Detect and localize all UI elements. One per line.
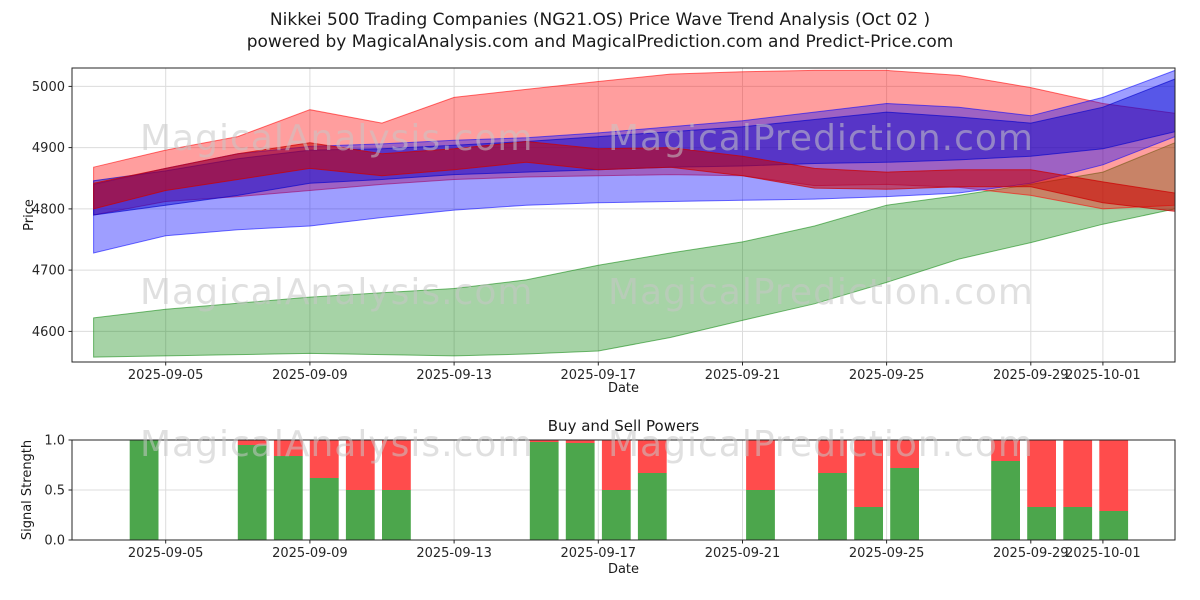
power-chart-title: Buy and Sell Powers [547, 417, 700, 435]
sell-bar [854, 440, 883, 507]
buy-bar [345, 490, 375, 540]
x-tick-label: 2025-09-29 [993, 546, 1069, 561]
power-y-axis-label: Signal Strength [20, 439, 35, 541]
buy-bar [890, 468, 919, 540]
sell-bar [637, 440, 667, 473]
price-x-axis-label: Date [607, 381, 640, 396]
x-tick-label: 2025-09-09 [272, 368, 348, 383]
sell-bar [746, 440, 775, 490]
x-tick-label: 2025-10-01 [1065, 368, 1141, 383]
buy-bar [1099, 511, 1129, 540]
buy-bar [637, 473, 667, 540]
y-tick-label: 4800 [32, 202, 65, 217]
buy-bar [746, 490, 775, 540]
y-tick-label: 5000 [32, 80, 65, 95]
buy-bar [991, 461, 1020, 540]
x-tick-label: 2025-09-21 [705, 546, 781, 561]
x-tick-label: 2025-09-05 [128, 368, 204, 383]
x-tick-label: 2025-09-13 [416, 368, 492, 383]
x-tick-label: 2025-09-25 [849, 546, 925, 561]
buy-bar [529, 442, 559, 540]
figure-title-line1: Nikkei 500 Trading Companies (NG21.OS) P… [269, 10, 931, 30]
buy-bar [129, 440, 159, 540]
x-tick-label: 2025-09-09 [272, 546, 348, 561]
x-tick-label: 2025-09-05 [128, 546, 204, 561]
buy-bar [1063, 507, 1093, 540]
sell-bar [818, 440, 847, 473]
buy-bar [601, 490, 631, 540]
y-tick-label: 0.0 [44, 534, 65, 549]
sell-bar [273, 440, 303, 456]
buy-bar [565, 443, 595, 540]
buy-bar [382, 490, 411, 540]
figure-title: Nikkei 500 Trading Companies (NG21.OS) P… [0, 9, 1200, 53]
sell-bar [601, 440, 631, 490]
y-tick-label: 0.5 [44, 484, 65, 499]
y-tick-label: 4700 [32, 264, 65, 279]
sell-bar [309, 440, 339, 478]
sell-bar [991, 440, 1020, 461]
buy-bar [309, 478, 339, 540]
x-tick-label: 2025-09-29 [993, 368, 1069, 383]
x-tick-label: 2025-09-25 [849, 368, 925, 383]
buy-bar [273, 456, 303, 540]
x-tick-label: 2025-09-21 [705, 368, 781, 383]
figure-title-line2: powered by MagicalAnalysis.com and Magic… [246, 32, 954, 52]
buy-bar [1027, 507, 1056, 540]
buy-bar [854, 507, 883, 540]
y-tick-label: 4900 [32, 141, 65, 156]
sell-bar [1063, 440, 1093, 507]
y-tick-label: 1.0 [44, 434, 65, 449]
sell-bar [529, 440, 559, 442]
x-tick-label: 2025-09-17 [561, 546, 637, 561]
buy-bar [818, 473, 847, 540]
sell-bar [890, 440, 919, 468]
price-y-axis-label: Price [22, 199, 37, 231]
sell-bar [237, 440, 267, 445]
sell-bar [345, 440, 375, 490]
plot-border [71, 67, 1176, 363]
x-tick-label: 2025-09-17 [561, 368, 637, 383]
plot-background [72, 68, 1175, 362]
x-tick-label: 2025-10-01 [1065, 546, 1141, 561]
y-tick-label: 4600 [32, 325, 65, 340]
x-tick-label: 2025-09-13 [416, 546, 492, 561]
sell-bar [382, 440, 411, 490]
sell-bar [1099, 440, 1129, 511]
buy-bar [237, 445, 267, 540]
sell-bar [565, 440, 595, 443]
power-x-axis-label: Date [607, 562, 640, 577]
sell-bar [1027, 440, 1056, 507]
